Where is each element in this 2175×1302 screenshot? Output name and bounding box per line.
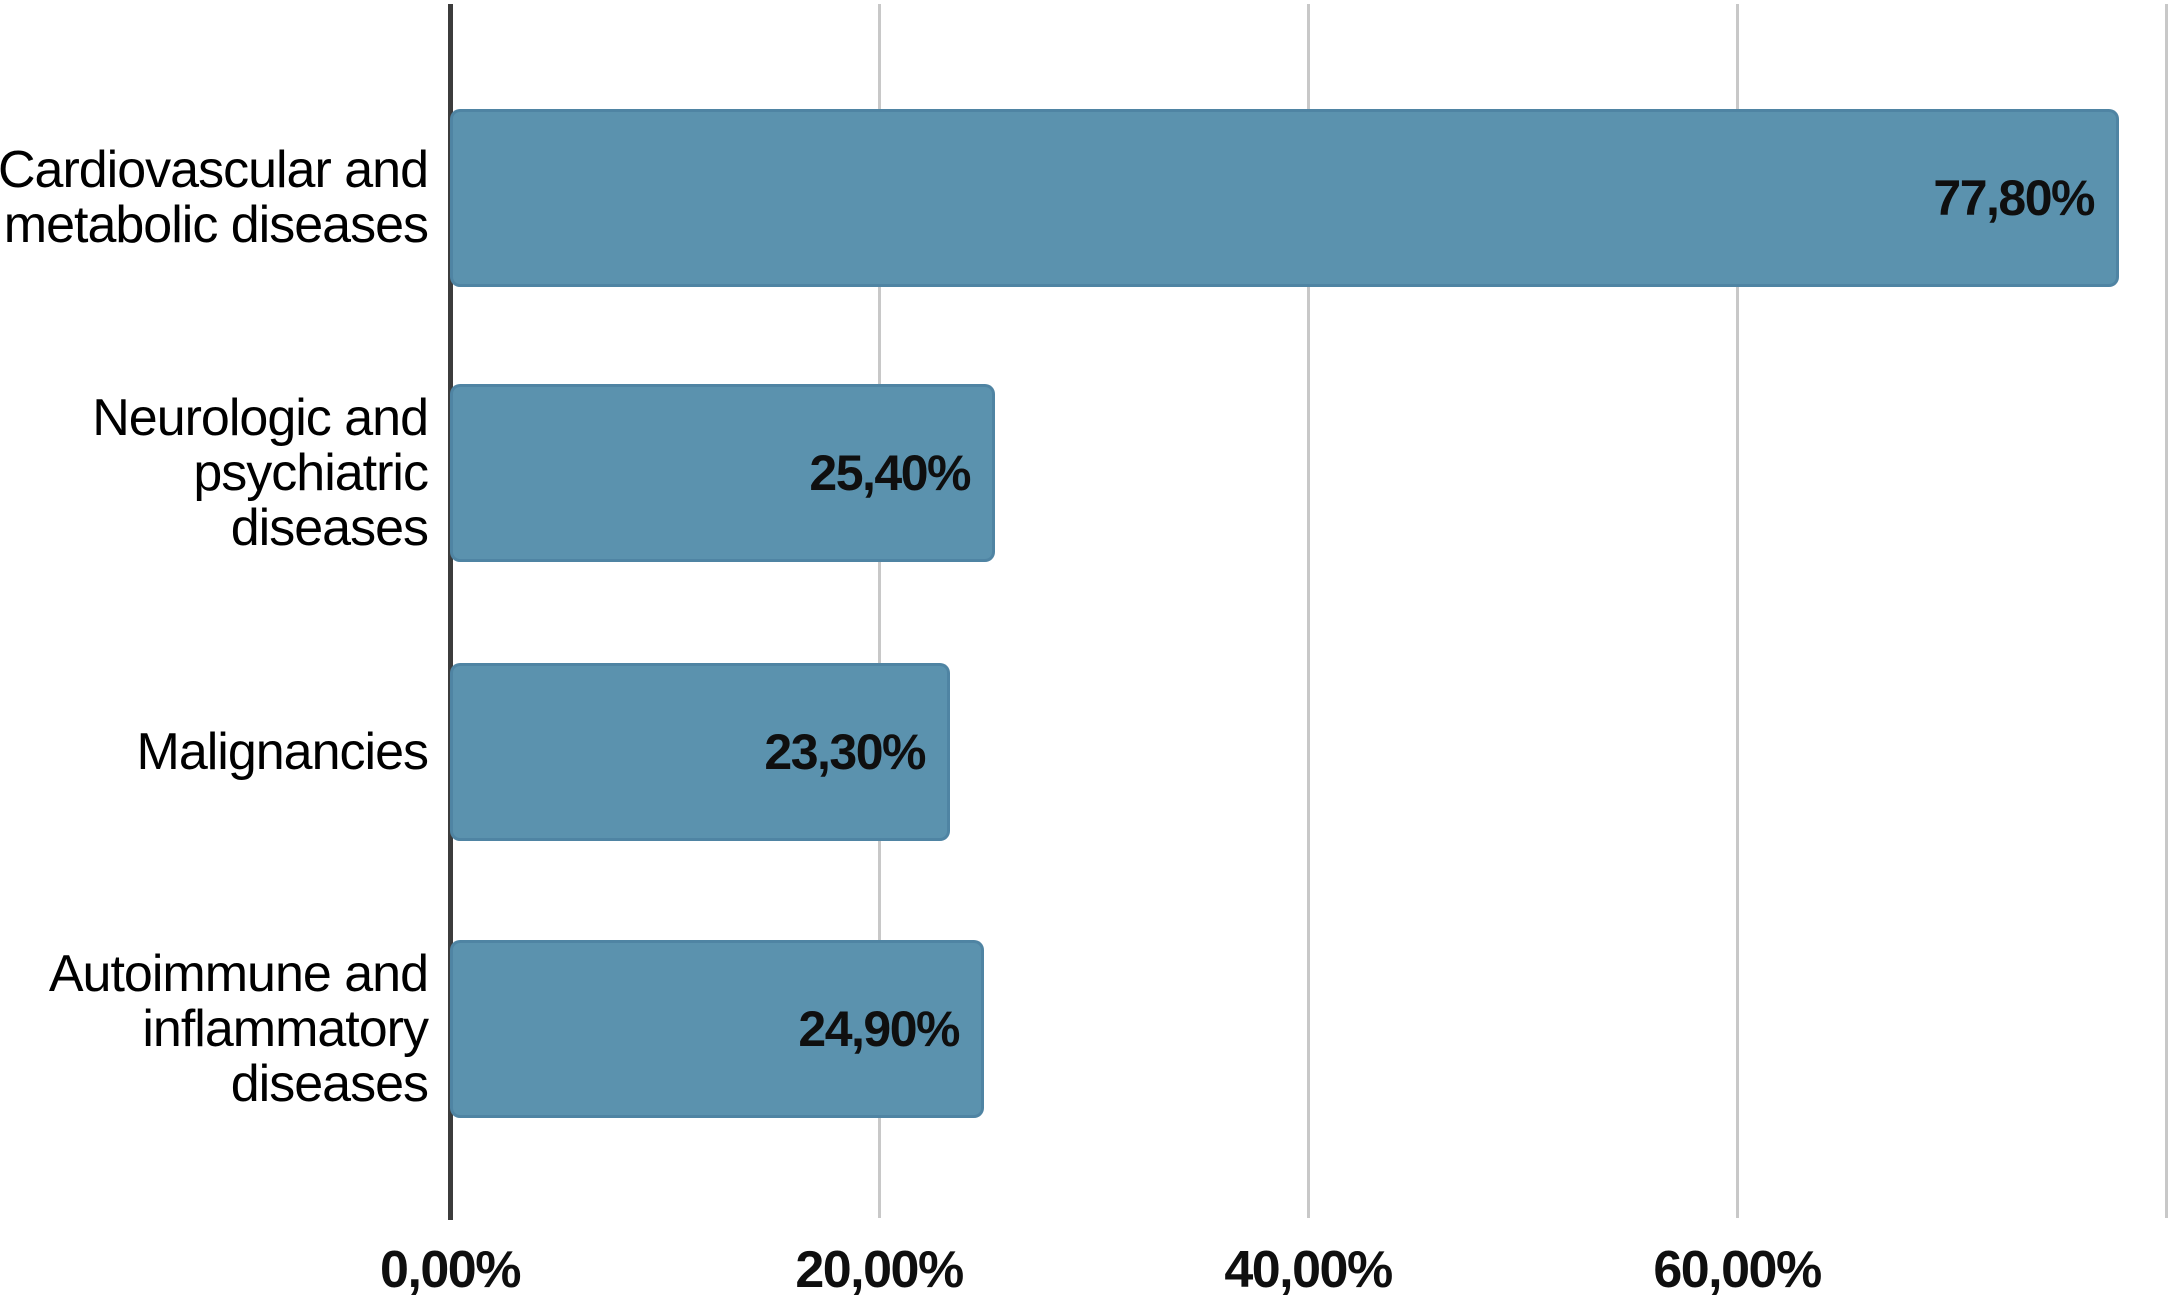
bar-value-label: 25,40% <box>809 445 971 501</box>
category-label-line: psychiatric <box>193 443 429 502</box>
category-label-line: Malignancies <box>136 722 429 781</box>
category-label-line: Autoimmune and <box>48 944 429 1003</box>
gridline <box>1735 4 1739 1218</box>
category-label: Malignancies <box>0 663 438 841</box>
category-label: Cardiovascular and metabolic diseases <box>0 109 438 287</box>
gridline <box>877 4 881 1218</box>
category-label-line: Neurologic and <box>92 388 429 447</box>
gridline <box>2164 4 2168 1218</box>
category-label: Neurologic and psychiatric diseases <box>0 384 438 562</box>
category-label-line: diseases <box>230 1054 429 1113</box>
bar-value-label: 23,30% <box>764 724 926 780</box>
x-tick-label: 40,00% <box>1224 1241 1393 1299</box>
bar: 24,90% <box>450 940 984 1118</box>
bar-value-label: 77,80% <box>1933 170 2095 226</box>
y-axis-line <box>447 4 453 1220</box>
gridline <box>1306 4 1310 1218</box>
x-tick-label: 60,00% <box>1653 1241 1822 1299</box>
bar: 77,80% <box>450 109 2119 287</box>
bar: 23,30% <box>450 663 950 841</box>
category-label-line: diseases <box>230 498 429 557</box>
category-label-line: Cardiovascular and <box>0 141 429 199</box>
category-label: Autoimmune and inflammatory diseases <box>0 940 438 1118</box>
category-label-line: metabolic diseases <box>3 196 429 254</box>
x-tick-label: 20,00% <box>795 1241 964 1299</box>
bar: 25,40% <box>450 384 995 562</box>
x-tick-label: 0,00% <box>380 1241 521 1299</box>
bar-value-label: 24,90% <box>798 1001 960 1057</box>
category-label-line: inflammatory <box>142 999 429 1058</box>
